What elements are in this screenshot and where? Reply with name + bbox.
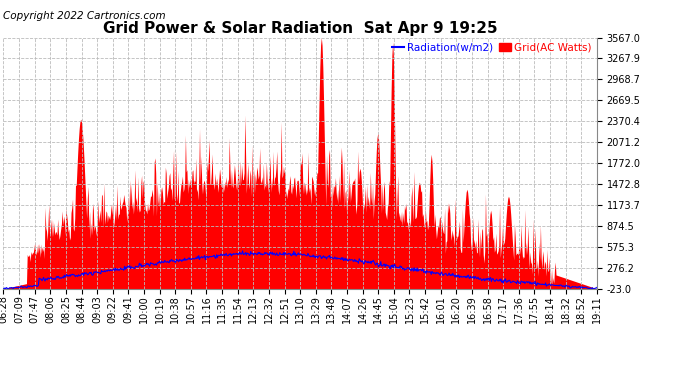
Legend: Radiation(w/m2), Grid(AC Watts): Radiation(w/m2), Grid(AC Watts): [391, 43, 591, 53]
Title: Grid Power & Solar Radiation  Sat Apr 9 19:25: Grid Power & Solar Radiation Sat Apr 9 1…: [103, 21, 497, 36]
Text: Copyright 2022 Cartronics.com: Copyright 2022 Cartronics.com: [3, 11, 166, 21]
